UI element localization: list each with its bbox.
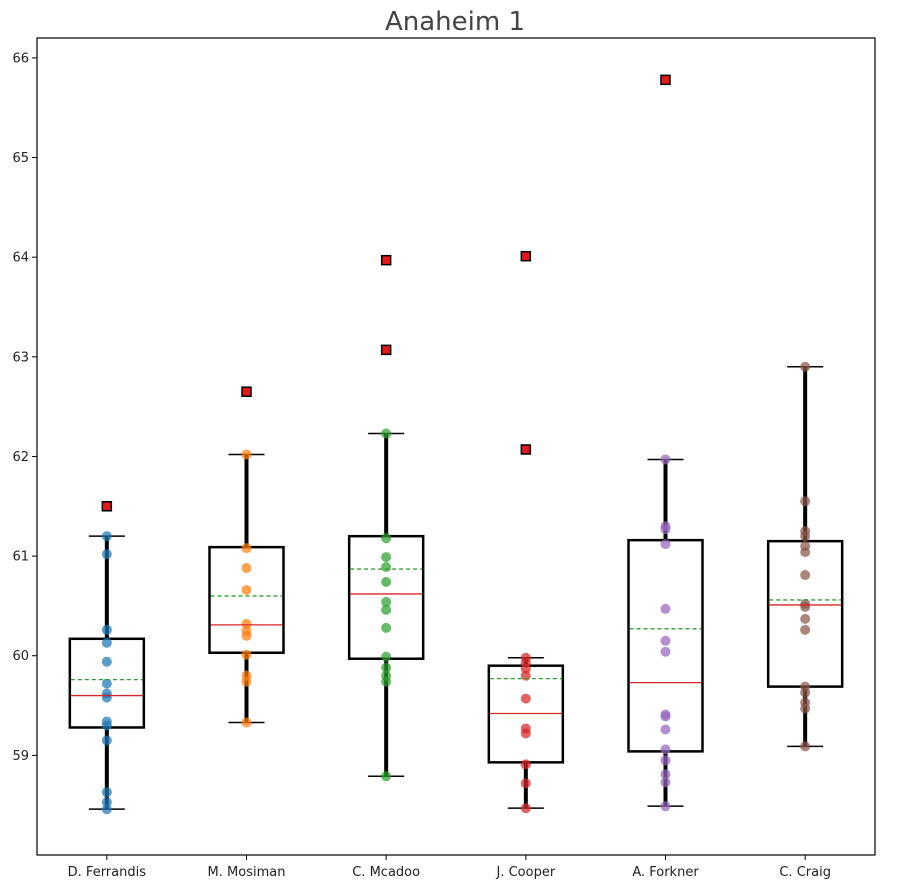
data-point — [800, 526, 811, 537]
y-tick-label: 62 — [12, 450, 29, 465]
data-point — [520, 803, 531, 814]
outlier-marker — [520, 250, 532, 262]
data-point — [381, 662, 392, 673]
data-point — [381, 533, 392, 544]
x-tick-label: D. Ferrandis — [68, 865, 147, 880]
y-tick-label: 63 — [12, 350, 29, 365]
outlier-marker — [101, 501, 113, 512]
data-point — [381, 771, 392, 782]
data-point — [241, 649, 252, 660]
data-point — [660, 646, 671, 657]
data-point — [241, 717, 252, 728]
outlier-marker — [380, 344, 392, 356]
data-point — [241, 584, 252, 595]
data-point — [520, 778, 531, 789]
data-point — [800, 361, 811, 372]
data-point — [660, 521, 671, 532]
data-point — [800, 624, 811, 635]
box-group — [208, 386, 285, 728]
data-point — [241, 563, 252, 574]
data-point — [520, 759, 531, 770]
data-point — [660, 454, 671, 465]
y-tick-label: 59 — [12, 749, 29, 764]
x-tick-label: A. Forkner — [632, 865, 699, 880]
data-point — [101, 549, 112, 560]
data-point — [101, 688, 112, 699]
data-point — [660, 777, 671, 788]
data-point — [800, 496, 811, 507]
data-point — [101, 804, 112, 815]
box-group — [68, 501, 146, 815]
data-point — [800, 598, 811, 609]
data-point — [241, 625, 252, 636]
data-point — [101, 531, 112, 542]
x-tick-label: J. Cooper — [495, 865, 555, 880]
box-group — [347, 254, 425, 782]
y-tick-label: 61 — [12, 550, 29, 565]
outlier-marker — [241, 386, 252, 397]
data-point — [381, 596, 392, 607]
data-point — [800, 741, 811, 752]
data-point — [381, 552, 392, 563]
outlier-marker — [380, 254, 392, 266]
data-point — [381, 651, 392, 662]
chart-title: Anaheim 1 — [385, 7, 525, 37]
box-group — [766, 361, 844, 752]
x-tick-label: M. Mosiman — [208, 865, 286, 880]
data-point — [101, 735, 112, 746]
box-group — [487, 250, 565, 814]
data-point — [660, 603, 671, 614]
data-point — [241, 670, 252, 681]
outlier-marker — [520, 444, 532, 455]
data-point — [101, 656, 112, 667]
data-point — [381, 604, 392, 615]
data-point — [101, 787, 112, 798]
data-point — [520, 652, 531, 663]
data-point — [101, 716, 112, 727]
data-point — [381, 577, 392, 588]
data-point — [660, 769, 671, 780]
data-point — [800, 697, 811, 708]
y-tick-label: 65 — [12, 151, 29, 166]
plot-frame — [36, 37, 876, 856]
x-tick-label: C. Craig — [779, 865, 831, 880]
data-point — [381, 670, 392, 681]
y-tick-label: 64 — [12, 251, 29, 266]
data-point — [381, 428, 392, 439]
data-point — [101, 637, 112, 648]
data-point — [520, 693, 531, 704]
data-point — [800, 681, 811, 692]
data-point — [101, 624, 112, 635]
data-point — [660, 539, 671, 550]
data-point — [800, 541, 811, 552]
data-point — [241, 449, 252, 460]
data-point — [660, 801, 671, 812]
data-point — [800, 613, 811, 624]
data-point — [241, 618, 252, 629]
data-point — [800, 570, 811, 581]
data-point — [660, 724, 671, 735]
chart-marks — [68, 74, 844, 815]
data-point — [660, 755, 671, 766]
data-point — [660, 709, 671, 720]
x-tick-label: C. Mcadoo — [352, 865, 420, 880]
data-point — [520, 723, 531, 734]
data-point — [660, 744, 671, 755]
data-point — [241, 543, 252, 554]
data-point — [381, 622, 392, 633]
x-axis: D. Ferrandis M. Mosiman C. Mcadoo J. Cooper… — [68, 855, 831, 880]
y-tick-label: 66 — [12, 51, 29, 66]
data-point — [101, 797, 112, 808]
y-tick-label: 60 — [12, 649, 29, 664]
data-point — [381, 562, 392, 573]
box-group — [627, 74, 704, 812]
data-point — [101, 678, 112, 689]
data-point — [660, 635, 671, 646]
outlier-marker — [660, 74, 671, 86]
y-axis: 59 60 61 62 63 64 65 66 — [12, 51, 37, 764]
